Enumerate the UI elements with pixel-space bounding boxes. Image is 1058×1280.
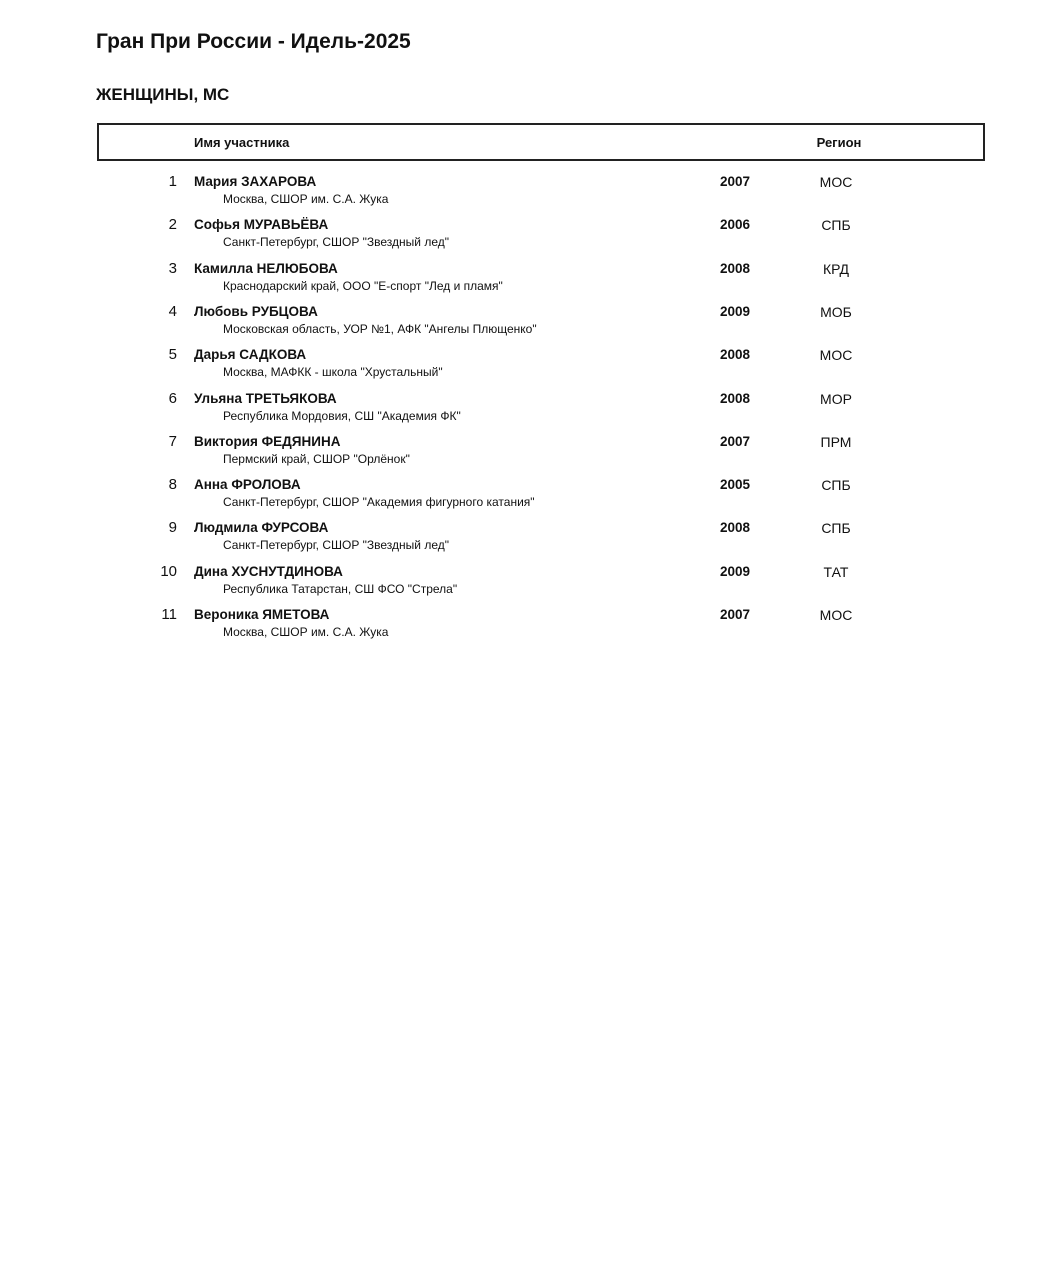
participant-row: 4 Любовь РУБЦОВА Московская область, УОР №… <box>0 303 1058 343</box>
participant-name: Дина ХУСНУТДИНОВА <box>194 563 343 579</box>
participant-club: Санкт-Петербург, СШОР "Звездный лед" <box>223 538 450 553</box>
participant-number: 10 <box>160 562 177 580</box>
participant-number: 11 <box>161 606 177 623</box>
participant-year: 2006 <box>719 217 751 233</box>
participant-name: Виктория ФЕДЯНИНА <box>194 433 341 449</box>
participant-number: 4 <box>168 302 177 320</box>
header-name: Имя участника <box>194 135 290 150</box>
participant-row: 5 Дарья САДКОВА Москва, МАФКК - школа "Хру… <box>0 346 1058 386</box>
table-header: Имя участника Регион <box>97 123 985 161</box>
participant-name: Ульяна ТРЕТЬЯКОВА <box>194 390 337 406</box>
participant-year: 2007 <box>719 607 751 622</box>
participant-year: 2005 <box>719 477 751 493</box>
participant-region: МОС <box>819 347 853 364</box>
participant-name: Любовь РУБЦОВА <box>194 303 318 319</box>
participant-year: 2008 <box>719 347 751 363</box>
participant-name: Дарья САДКОВА <box>194 347 307 363</box>
participant-region: МОР <box>820 390 852 407</box>
header-region: Регион <box>816 135 862 150</box>
participant-row: 2 Софья МУРАВЬЁВА Санкт-Петербург, СШОР "З… <box>0 216 1058 256</box>
participant-number: 7 <box>168 432 177 450</box>
participant-name: Вероника ЯМЕТОВА <box>194 607 330 622</box>
participant-region: СПБ <box>821 217 851 234</box>
participant-year: 2009 <box>719 303 751 319</box>
participant-name: Камилла НЕЛЮБОВА <box>194 260 338 276</box>
participant-row: 11 Вероника ЯМЕТОВА Москва, СШОР им. С.А. … <box>0 606 1058 646</box>
participant-number: 6 <box>168 389 177 407</box>
participant-number: 2 <box>168 216 177 234</box>
participant-region: МОС <box>819 174 853 190</box>
participant-row: 6 Ульяна ТРЕТЬЯКОВА Республика Мордовия, С… <box>0 390 1058 430</box>
participant-club: Пермский край, СШОР "Орлёнок" <box>223 451 410 466</box>
participant-club: Краснодарский край, ООО "Е-спорт "Лед и … <box>223 278 503 293</box>
participant-region: КРД <box>822 260 850 277</box>
participant-name: Мария ЗАХАРОВА <box>194 174 317 189</box>
participant-region: ПРМ <box>820 433 852 450</box>
participant-row: 7 Виктория ФЕДЯНИНА Пермский край, СШОР "О… <box>0 433 1058 473</box>
participant-year: 2008 <box>719 520 751 536</box>
participant-club: Москва, МАФКК - школа "Хрустальный" <box>223 365 443 380</box>
participant-year: 2007 <box>719 433 751 449</box>
participant-number: 5 <box>168 346 177 364</box>
participant-year: 2008 <box>719 260 751 276</box>
participant-row: 3 Камилла НЕЛЮБОВА Краснодарский край, ООО… <box>0 260 1058 300</box>
participant-row: 9 Людмила ФУРСОВА Санкт-Петербург, СШОР "З… <box>0 519 1058 559</box>
participant-year: 2007 <box>719 174 751 189</box>
participant-region: СПБ <box>821 477 851 494</box>
participant-year: 2008 <box>719 390 751 406</box>
participant-number: 8 <box>168 476 177 494</box>
participant-region: СПБ <box>821 520 851 537</box>
participant-club: Республика Мордовия, СШ "Академия ФК" <box>223 408 461 423</box>
participant-club: Санкт-Петербург, СШОР "Звездный лед" <box>223 235 450 250</box>
participant-club: Москва, СШОР им. С.А. Жука <box>223 625 389 639</box>
participant-club: Республика Татарстан, СШ ФСО "Стрела" <box>223 581 458 596</box>
category-title: ЖЕНЩИНЫ, МС <box>96 85 230 104</box>
participant-row: 1 Мария ЗАХАРОВА Москва, СШОР им. С.А. Жук… <box>0 173 1058 213</box>
participant-region: МОБ <box>820 303 852 320</box>
participant-year: 2009 <box>719 563 751 579</box>
participant-club: Санкт-Петербург, СШОР "Академия фигурног… <box>223 495 535 510</box>
participant-row: 10 Дина ХУСНУТДИНОВА Республика Татарстан,… <box>0 563 1058 603</box>
participant-name: Анна ФРОЛОВА <box>194 477 301 493</box>
participant-number: 9 <box>168 519 177 537</box>
participant-number: 3 <box>168 259 177 277</box>
participant-number: 1 <box>168 173 177 190</box>
participant-region: ТАТ <box>823 563 849 580</box>
participant-name: Людмила ФУРСОВА <box>194 520 329 536</box>
participant-region: МОС <box>819 607 853 623</box>
document-title: Гран При России - Идель-2025 <box>96 30 411 53</box>
participant-club: Москва, СШОР им. С.А. Жука <box>223 192 389 206</box>
participant-name: Софья МУРАВЬЁВА <box>194 217 329 233</box>
participant-club: Московская область, УОР №1, АФК "Ангелы … <box>223 321 537 336</box>
participant-row: 8 Анна ФРОЛОВА Санкт-Петербург, СШОР "Акад… <box>0 476 1058 516</box>
